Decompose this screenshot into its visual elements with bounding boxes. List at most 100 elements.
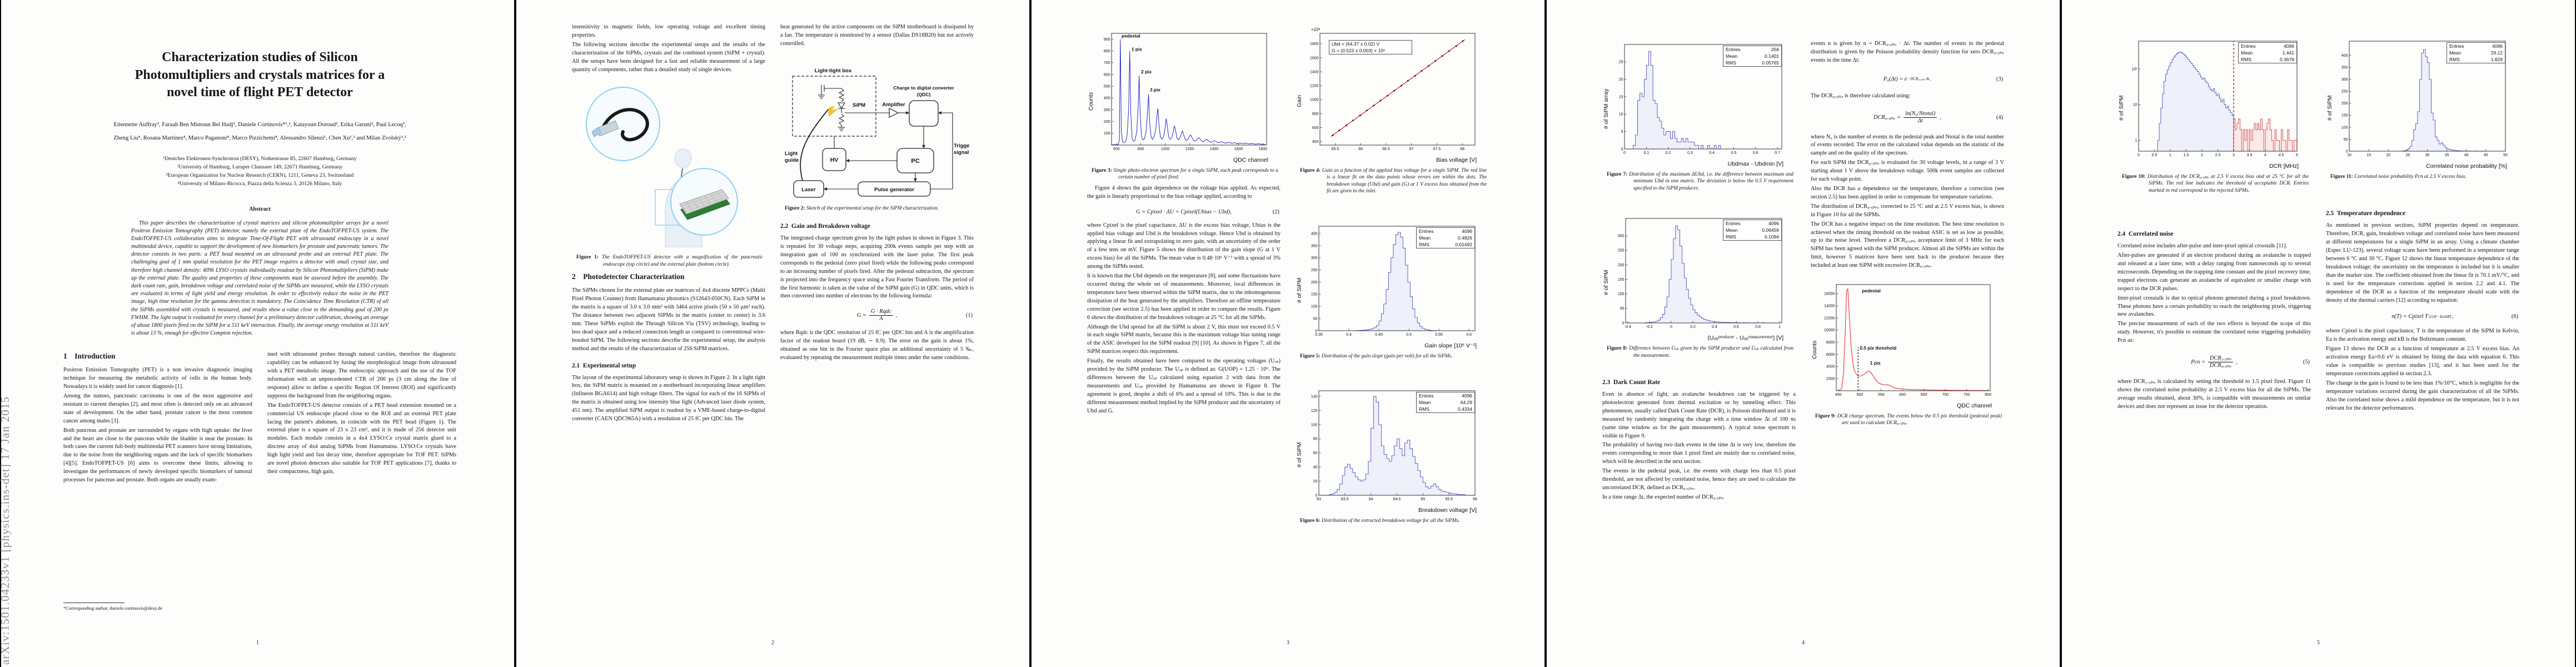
svg-text:1800: 1800: [1259, 147, 1268, 151]
svg-text:0: 0: [1621, 147, 1623, 151]
svg-text:0.4: 0.4: [1709, 151, 1715, 155]
svg-text:300: 300: [1618, 235, 1625, 238]
svg-text:66: 66: [1358, 147, 1363, 151]
figure-10: # of SiPM 0 0.5 1 1.5 2 2.5 3 3.5 4 4.5 5 1 10 10² En…: [2117, 37, 2311, 194]
amplifier-label: Amplifier: [882, 102, 905, 108]
svg-text:140: 140: [1311, 395, 1318, 399]
amplifier-symbol: [889, 107, 899, 118]
svg-text:3.5: 3.5: [2247, 153, 2253, 157]
svg-text:600: 600: [1899, 393, 1906, 397]
fig6-caption: Figure 6: Distribution of the extracted …: [1300, 518, 1460, 524]
equation-5: Pcn = DCR₁.₅ₚᵢₓ DCR₀.₅ₚᵢₓ , (5): [2191, 355, 2310, 369]
svg-text:150: 150: [2341, 114, 2348, 118]
svg-text:500: 500: [1104, 85, 1110, 89]
fig5-y-axis-label: # of SiPM: [1296, 277, 1303, 303]
paragraph: Positron Emission Tomography (PET) is a …: [63, 367, 252, 390]
svg-text:1800: 1800: [1310, 42, 1319, 46]
light-flash-icon: [828, 106, 838, 117]
fig10-y-axis-label: # of SiPM: [2118, 95, 2125, 121]
equation-2: G = Cpixel · ΔU = Cpixel(Ubias − Ubd), (…: [1135, 208, 1279, 215]
fig11-stats-box: Entries 4096 Mean 29.12 RMS 1.829: [2447, 42, 2505, 63]
trigger-wire: [930, 112, 953, 190]
paragraph: Finally, the results obtained have been …: [1087, 358, 1280, 414]
section-2-1-heading: 2.1 Experimental setup: [572, 362, 636, 369]
svg-text:10: 10: [2347, 153, 2351, 157]
paragraph: The DCR has a negative impact on the tim…: [1811, 221, 2004, 269]
svg-text:150: 150: [1311, 292, 1318, 296]
fig7-delta-ubd-histogram: 0 0.1 0.2 0.3 0.4 0.5 0.6 0.7 0 5 10 15 20 25: [1619, 44, 1782, 155]
svg-text:16000: 16000: [1824, 292, 1835, 296]
paragraph: where N₀ is the number of events in the …: [1811, 133, 2004, 157]
page-number: 4: [1802, 640, 1805, 646]
fig9-dcr-spectrum-plot: 450 500 550 600 650 700 750 800 2000 4000 6000 8000…: [1824, 284, 1991, 397]
qdc-label-line2: (QDC): [917, 92, 931, 97]
svg-text:350: 350: [1311, 244, 1318, 248]
svg-text:64: 64: [1369, 497, 1373, 501]
arrowhead: [906, 111, 909, 115]
svg-text:50: 50: [1313, 317, 1318, 321]
svg-text:400: 400: [1311, 232, 1318, 236]
fig10-stats-box: Entries 4096 Mean 1.441 RMS 0.3678: [2238, 42, 2297, 63]
svg-text:25: 25: [2405, 153, 2410, 157]
svg-text:1: 1: [2135, 139, 2137, 143]
svg-text:4000: 4000: [1826, 365, 1835, 369]
svg-text:120: 120: [1311, 409, 1318, 413]
svg-text:8000: 8000: [1826, 341, 1835, 345]
page5-column-right: # of SiPM 10 15 20 25 30 35 40 45 50 0 50 100 150 200…: [2326, 23, 2519, 624]
paragraph: Although the Ubd spread for all the SiPM…: [1087, 323, 1280, 355]
svg-text:0.35: 0.35: [1315, 333, 1323, 337]
page-number: 1: [256, 640, 259, 646]
fig4-x-axis-label: Bias voltage [V]: [1436, 157, 1477, 163]
svg-text:65.5: 65.5: [1445, 497, 1453, 501]
paragraph: The distribution of DCR₀.₅ₚᵢₓ, corrected…: [1811, 203, 2004, 218]
paragraph: The precise measurement of each of the t…: [2117, 321, 2311, 344]
svg-text:4: 4: [2264, 153, 2266, 157]
paragraph: The following sections describe the expe…: [572, 41, 765, 73]
svg-text:0: 0: [2137, 153, 2140, 157]
svg-text:0.5: 0.5: [1731, 151, 1737, 155]
figure-3: Counts 600 800 1000 1200 1400 1600 1800 100 200 3…: [1087, 29, 1280, 181]
sipm-circuit-symbol: [818, 84, 845, 131]
section-2-5-heading: 2.5 Temperature dependence: [2326, 210, 2406, 217]
light-guide-label-line1: Light: [785, 151, 798, 157]
svg-text:900: 900: [1104, 38, 1110, 42]
qdc-label-line1: Charge to digital converter: [893, 85, 954, 91]
svg-text:700: 700: [1104, 61, 1110, 65]
paragraph: Correlated noise includes after-pulse an…: [2117, 243, 2288, 250]
fig7-stats-box: Entries 256 Mean 0.1401 RMS 0.05765: [1723, 46, 1782, 67]
svg-text:10²: 10²: [2131, 67, 2137, 71]
figure-1: Figure 1: The EndoTOFPET-US detector wit…: [572, 81, 765, 268]
svg-text:6000: 6000: [1826, 353, 1835, 357]
figure-7: # of SiPM array 0 0.1 0.2 0.3 0.4 0.5 0.6 0.7 0 5…: [1602, 40, 1796, 192]
paragraph: In a time range Δt, the expected number …: [1602, 494, 1724, 500]
svg-text:14000: 14000: [1824, 305, 1835, 308]
svg-text:550: 550: [1878, 393, 1885, 397]
svg-text:2: 2: [2201, 153, 2203, 157]
fig1-caption: Figure 1: The EndoTOFPET-US detector wit…: [576, 255, 763, 267]
fig3-x-axis-label: QDC channel: [1233, 157, 1268, 163]
svg-text:20: 20: [2386, 153, 2390, 157]
fig4-gain-vs-bias-plot: 65.5 66 66.5 67 67.5 68 400 600 800 1000 1200 1400 1…: [1310, 33, 1476, 151]
svg-text:65.5: 65.5: [1332, 147, 1339, 151]
section-2-3-heading: 2.3 Dark Count Rate: [1602, 379, 1661, 386]
svg-text:0.5: 0.5: [1406, 333, 1412, 337]
paragraph: events n is given by n = DCR₀.₅ₚᵢₓ · Δt.…: [1811, 41, 2004, 63]
svg-text:45: 45: [2484, 153, 2488, 157]
svg-text:300: 300: [1104, 108, 1110, 112]
svg-text:0: 0: [2346, 150, 2348, 153]
paragraph: where Cpixel is the pixel capacitance, Δ…: [1087, 222, 1280, 270]
paragraph: The SiPMs chosen for the external plate …: [572, 287, 765, 352]
page1-column-left: 1 Introduction Positron Emission Tomogra…: [63, 351, 252, 612]
svg-text:650: 650: [1921, 393, 1927, 397]
paragraph: The EndoTOFPET-US detector consists of a…: [267, 402, 456, 475]
svg-text:4.5: 4.5: [2279, 153, 2284, 157]
svg-text:0.5: 0.5: [2152, 153, 2158, 157]
fig4-caption: Figure 4: Gain as a function of the appl…: [1300, 168, 1487, 195]
svg-text:65: 65: [1421, 497, 1425, 501]
svg-text:63: 63: [1317, 497, 1321, 501]
svg-text:300: 300: [1311, 256, 1318, 260]
svg-text:1600: 1600: [1234, 147, 1243, 151]
svg-text:30: 30: [2425, 153, 2430, 157]
svg-text:200: 200: [1618, 263, 1625, 267]
